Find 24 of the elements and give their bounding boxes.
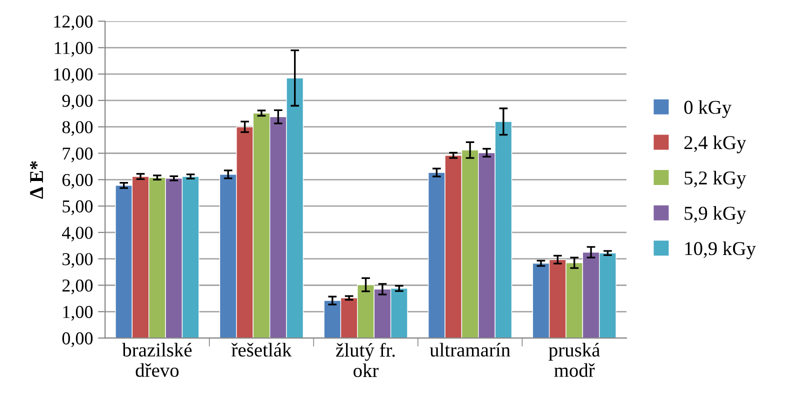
y-tick-label: 3,00 [62, 253, 93, 268]
legend-label: 5,9 kGy [684, 206, 746, 224]
y-tick-label: 7,00 [62, 148, 93, 162]
x-tick-label: žlutý fr. okr [336, 342, 395, 378]
y-tick-label: 1,00 [63, 306, 93, 321]
y-tick-label: 6,00 [62, 174, 93, 189]
x-tick-label: ultramarín [430, 342, 510, 357]
y-tick-label: 5,00 [62, 200, 93, 216]
legend-label: 0 kGy [684, 100, 732, 118]
legend-label: 10,9 kGy [685, 241, 756, 260]
y-tick-label: 8,00 [62, 121, 93, 136]
legend-label: 5,2 kGy [684, 170, 746, 189]
legend-label: 2,4 kGy [684, 136, 746, 154]
y-tick-label: 9,00 [62, 94, 93, 110]
y-tick-label: 11,00 [54, 42, 93, 57]
y-tick-label: 12,00 [54, 16, 93, 30]
x-tick-label: řešetlák [231, 342, 292, 357]
y-tick-label: 10,00 [54, 68, 93, 84]
x-tick-label: brazilské dřevo [122, 342, 192, 377]
y-axis-title: Δ E* [30, 161, 43, 199]
y-tick-label: 0,00 [62, 332, 93, 348]
y-tick-label: 2,00 [62, 280, 93, 294]
y-tick-label: 4,00 [62, 226, 93, 242]
x-tick-label: pruská modř [548, 342, 600, 377]
